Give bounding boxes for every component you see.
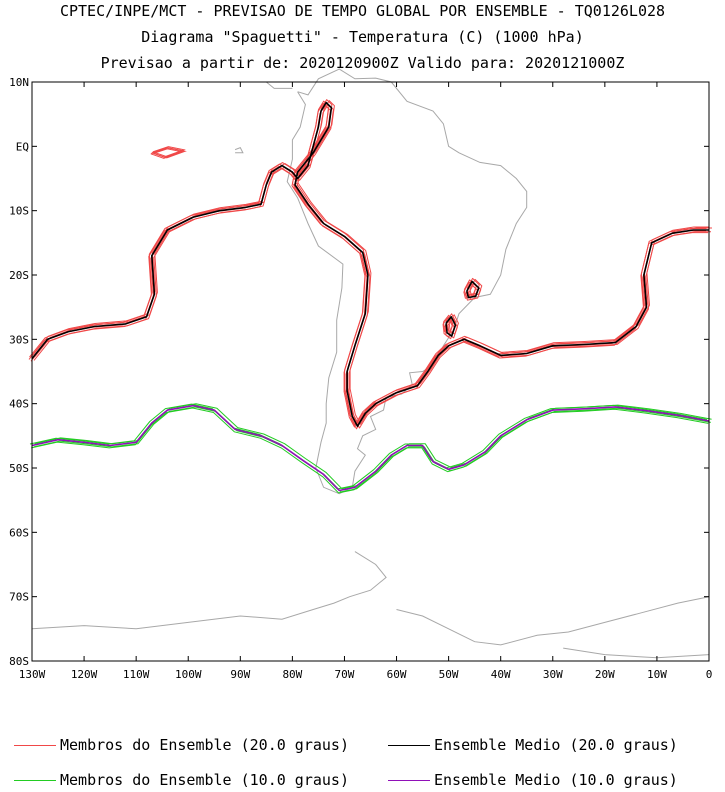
member-contour-10-3-0 <box>29 403 708 490</box>
chart-subtitle: Diagrama "Spaguetti" - Temperatura (C) (… <box>141 28 584 46</box>
y-tick-label-8: 70S <box>9 591 29 604</box>
legend-label-mean-20: Ensemble Medio (20.0 graus) <box>434 736 678 754</box>
x-tick-label-12: 10W <box>647 668 667 681</box>
forecast-dates: Previsao a partir de: 2020120900Z Valido… <box>100 54 625 72</box>
legend-label-mean-10: Ensemble Medio (10.0 graus) <box>434 771 678 789</box>
legend-swatch-mean-20 <box>388 744 430 746</box>
coastline-3 <box>396 596 710 646</box>
x-tick-label-8: 50W <box>439 668 459 681</box>
legend-label-members-10: Membros do Ensemble (10.0 graus) <box>60 771 349 789</box>
y-tick-label-2: 10S <box>9 205 29 218</box>
chart-title: CPTEC/INPE/MCT - PREVISAO DE TEMPO GLOBA… <box>59 2 666 20</box>
legend-label-members-20: Membros do Ensemble (20.0 graus) <box>60 736 349 754</box>
coastlines <box>31 68 710 659</box>
legend-swatch-mean-10 <box>388 779 430 781</box>
x-tick-label-4: 90W <box>230 668 250 681</box>
x-tick-label-13: 0 <box>706 668 713 681</box>
y-tick-label-9: 80S <box>9 655 29 668</box>
mean-contour-10-3 <box>31 404 710 492</box>
legend-members-20: Membros do Ensemble (20.0 graus) <box>14 736 349 754</box>
legend-members-10: Membros do Ensemble (10.0 graus) <box>14 771 349 789</box>
x-tick-label-0: 130W <box>19 668 46 681</box>
axis-ticks: 130W 120W 110W 100W 90W 80W 70W 60W 50W 40W 30W 20W… <box>9 76 712 681</box>
legend-mean-10: Ensemble Medio (10.0 graus) <box>388 771 678 789</box>
mean-contour-20-0 <box>31 101 709 427</box>
y-tick-label-1: EQ <box>16 140 29 153</box>
coastline-5 <box>563 647 710 659</box>
x-tick-label-9: 40W <box>491 668 511 681</box>
y-tick-label-3: 20S <box>9 269 29 282</box>
x-tick-label-7: 60W <box>387 668 407 681</box>
member-blob-3 <box>153 147 187 159</box>
member-contour-10-3-2 <box>31 407 709 494</box>
x-tick-label-11: 20W <box>595 668 615 681</box>
coastline-2 <box>31 551 387 630</box>
coastline-0 <box>286 68 528 495</box>
ensemble-mean-contours <box>31 101 710 492</box>
member-contour-20-0-4 <box>32 99 710 424</box>
member-blob-1 <box>152 146 186 157</box>
coastline-4 <box>234 146 244 154</box>
x-tick-label-5: 80W <box>282 668 302 681</box>
member-contour-20-2-5 <box>442 317 453 338</box>
mean-contour-20-2 <box>445 316 457 337</box>
x-tick-label-3: 100W <box>175 668 202 681</box>
legend-swatch-members-20 <box>14 744 56 746</box>
x-tick-label-10: 30W <box>543 668 563 681</box>
map-background <box>32 82 709 661</box>
y-tick-label-4: 30S <box>9 333 29 346</box>
mean-contour-20-1 <box>466 280 480 299</box>
y-tick-label-7: 60S <box>9 526 29 539</box>
map-frame <box>31 81 710 662</box>
member-contour-20-2-3 <box>448 314 459 335</box>
y-tick-label-5: 40S <box>9 398 29 411</box>
x-tick-label-2: 110W <box>123 668 150 681</box>
x-tick-label-6: 70W <box>335 668 355 681</box>
y-tick-label-0: 10N <box>9 76 29 89</box>
x-tick-label-1: 120W <box>71 668 98 681</box>
legend-swatch-members-10 <box>14 779 56 781</box>
legend-mean-20: Ensemble Medio (20.0 graus) <box>388 736 678 754</box>
y-tick-label-6: 50S <box>9 462 29 475</box>
member-contour-20-1-5 <box>463 281 477 299</box>
